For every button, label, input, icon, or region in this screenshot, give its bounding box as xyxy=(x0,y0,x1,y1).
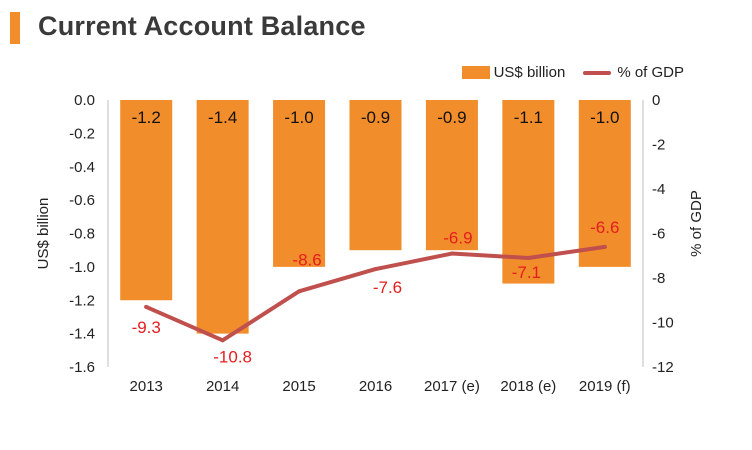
left-axis-tick: -0.4 xyxy=(69,159,95,176)
bar-data-label: -1.4 xyxy=(208,108,237,127)
right-axis-tick: 0 xyxy=(652,92,660,109)
right-axis-tick: -6 xyxy=(652,226,665,243)
x-axis-tick: 2014 xyxy=(206,378,239,395)
bar xyxy=(273,100,326,267)
left-axis-tick: -0.6 xyxy=(69,192,95,209)
right-axis-tick: -2 xyxy=(652,137,665,154)
line-point xyxy=(220,338,225,343)
bar-data-label: -0.9 xyxy=(361,108,390,127)
line-data-label: -6.9 xyxy=(443,229,472,248)
legend-item-line: % of GDP xyxy=(583,64,684,81)
bar-data-label: -0.9 xyxy=(437,108,466,127)
chart-title: Current Account Balance xyxy=(38,11,366,41)
bar-data-label: -1.1 xyxy=(514,108,543,127)
line-point xyxy=(144,304,149,309)
x-axis-tick: 2015 xyxy=(282,378,315,395)
left-axis-tick: -1.2 xyxy=(69,292,95,309)
line-point xyxy=(526,255,531,260)
bar xyxy=(120,100,173,301)
line-point xyxy=(602,244,607,249)
left-axis-tick: 0.0 xyxy=(74,92,95,109)
title-accent-bar xyxy=(10,12,20,44)
left-axis-tick: -1.0 xyxy=(69,259,95,276)
legend-item-bar: US$ billion xyxy=(461,64,566,81)
legend-line-swatch xyxy=(583,70,612,75)
left-axis-tick: -1.6 xyxy=(69,359,95,376)
left-axis-tick: -0.8 xyxy=(69,226,95,243)
left-axis-tick: -1.4 xyxy=(69,326,95,343)
right-axis-title: % of GDP xyxy=(688,190,705,257)
bar xyxy=(502,100,555,284)
line-data-label: -7.1 xyxy=(512,263,541,282)
line-data-label: -6.6 xyxy=(590,218,619,237)
legend-bar-label: US$ billion xyxy=(493,64,566,81)
line-point xyxy=(373,267,378,272)
right-axis-tick: -4 xyxy=(652,181,665,198)
bar xyxy=(425,100,478,251)
line-data-label: -7.6 xyxy=(373,278,402,297)
right-axis-tick: -8 xyxy=(652,270,665,287)
x-axis-tick: 2016 xyxy=(359,378,392,395)
left-axis-tick: -0.2 xyxy=(69,125,95,142)
bar xyxy=(578,100,631,267)
line-point xyxy=(449,251,454,256)
x-axis-tick: 2018 (e) xyxy=(500,378,556,395)
bar-data-label: -1.2 xyxy=(132,108,161,127)
legend-line-label: % of GDP xyxy=(617,64,684,81)
x-axis-tick: 2019 (f) xyxy=(579,378,631,395)
line-point xyxy=(297,289,302,294)
bar-data-label: -1.0 xyxy=(284,108,313,127)
right-axis-tick: -10 xyxy=(652,315,674,332)
line-data-label: -10.8 xyxy=(213,347,252,366)
bar xyxy=(349,100,402,251)
line-data-label: -8.6 xyxy=(292,250,321,269)
bar-data-label: -1.0 xyxy=(590,108,619,127)
bar xyxy=(196,100,249,334)
right-axis-tick: -12 xyxy=(652,359,674,376)
legend-bar-swatch xyxy=(461,66,490,79)
left-axis-title: US$ billion xyxy=(35,198,52,270)
line-data-label: -9.3 xyxy=(132,318,161,337)
chart-legend: US$ billion % of GDP xyxy=(444,64,684,81)
x-axis-tick: 2017 (e) xyxy=(424,378,480,395)
x-axis-tick: 2013 xyxy=(130,378,163,395)
